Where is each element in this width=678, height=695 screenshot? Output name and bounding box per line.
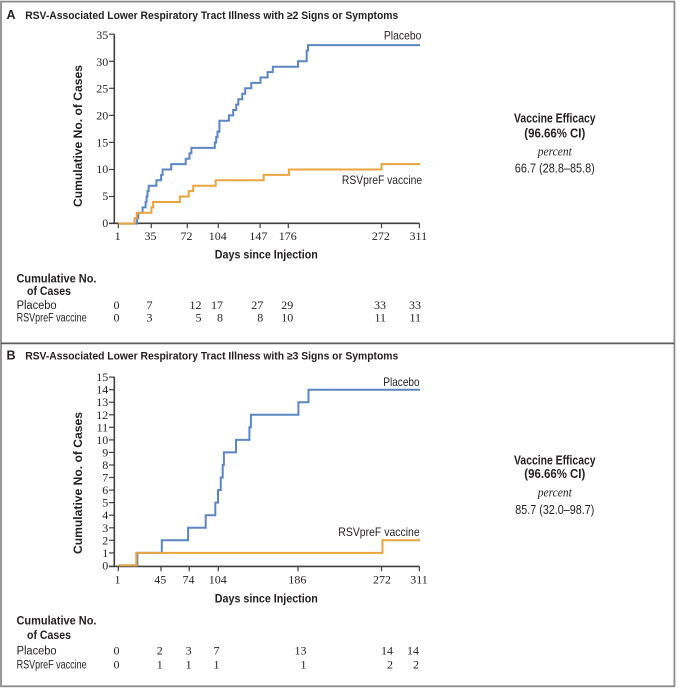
svg-text:104: 104 xyxy=(209,229,227,243)
svg-text:of Cases: of Cases xyxy=(27,630,71,642)
svg-text:percent: percent xyxy=(537,144,572,158)
svg-text:8: 8 xyxy=(102,458,108,472)
svg-text:186: 186 xyxy=(288,573,306,587)
svg-text:9: 9 xyxy=(102,445,108,459)
svg-text:Cumulative No.: Cumulative No. xyxy=(17,616,97,628)
svg-text:of Cases: of Cases xyxy=(27,286,71,298)
svg-text:0: 0 xyxy=(102,216,108,230)
svg-text:85.7 (32.0–98.7): 85.7 (32.0–98.7) xyxy=(515,503,594,517)
svg-text:29: 29 xyxy=(281,298,293,312)
svg-text:11: 11 xyxy=(97,420,109,434)
svg-text:0: 0 xyxy=(114,643,120,657)
svg-text:311: 311 xyxy=(410,229,428,243)
svg-text:13: 13 xyxy=(295,643,307,657)
svg-text:0: 0 xyxy=(114,657,120,671)
svg-text:percent: percent xyxy=(537,486,572,500)
svg-text:104: 104 xyxy=(209,573,227,587)
svg-text:3: 3 xyxy=(102,521,108,535)
svg-text:Placebo: Placebo xyxy=(17,645,57,657)
svg-text:RSVpreF vaccine: RSVpreF vaccine xyxy=(338,525,420,539)
svg-text:A: A xyxy=(7,8,16,22)
svg-text:15: 15 xyxy=(96,135,108,149)
svg-text:25: 25 xyxy=(96,82,108,96)
svg-text:33: 33 xyxy=(374,298,386,312)
svg-text:11: 11 xyxy=(374,311,386,325)
svg-text:272: 272 xyxy=(373,573,391,587)
svg-text:RSV-Associated Lower Respirato: RSV-Associated Lower Respiratory Tract I… xyxy=(25,351,398,363)
svg-text:13: 13 xyxy=(96,395,108,409)
svg-text:20: 20 xyxy=(96,109,108,123)
svg-text:4: 4 xyxy=(102,508,108,522)
svg-text:1: 1 xyxy=(186,657,192,671)
svg-text:(96.66% CI): (96.66% CI) xyxy=(524,126,585,141)
svg-text:27: 27 xyxy=(251,298,263,312)
svg-text:15: 15 xyxy=(96,370,108,384)
svg-text:147: 147 xyxy=(249,229,267,243)
svg-text:33: 33 xyxy=(409,298,421,312)
svg-text:7: 7 xyxy=(147,298,153,312)
svg-text:Cumulative No. of Cases: Cumulative No. of Cases xyxy=(71,65,85,207)
svg-text:10: 10 xyxy=(281,311,293,325)
svg-text:17: 17 xyxy=(211,298,223,312)
svg-text:Days since Injection: Days since Injection xyxy=(215,247,318,261)
svg-text:66.7 (28.8–85.8): 66.7 (28.8–85.8) xyxy=(515,161,595,175)
svg-text:8: 8 xyxy=(217,311,223,325)
svg-text:1: 1 xyxy=(115,229,121,243)
svg-text:RSVpreF vaccine: RSVpreF vaccine xyxy=(342,173,422,187)
svg-text:Vaccine Efficacy: Vaccine Efficacy xyxy=(514,111,596,126)
svg-text:74: 74 xyxy=(183,573,195,587)
svg-text:3: 3 xyxy=(147,311,153,325)
svg-text:6: 6 xyxy=(102,483,108,497)
svg-text:7: 7 xyxy=(214,643,220,657)
svg-text:311: 311 xyxy=(410,573,428,587)
svg-text:35: 35 xyxy=(96,28,108,42)
svg-text:B: B xyxy=(7,349,16,363)
svg-text:2: 2 xyxy=(102,533,108,547)
svg-text:2: 2 xyxy=(387,657,393,671)
svg-text:10: 10 xyxy=(96,433,108,447)
svg-text:5: 5 xyxy=(102,189,108,203)
svg-text:1: 1 xyxy=(115,573,121,587)
svg-text:Vaccine Efficacy: Vaccine Efficacy xyxy=(514,453,596,468)
svg-text:8: 8 xyxy=(257,311,263,325)
svg-text:176: 176 xyxy=(279,229,297,243)
svg-text:Cumulative No. of Cases: Cumulative No. of Cases xyxy=(71,412,85,554)
svg-text:272: 272 xyxy=(372,229,390,243)
svg-text:72: 72 xyxy=(181,229,193,243)
svg-text:45: 45 xyxy=(154,573,166,587)
svg-text:12: 12 xyxy=(96,408,108,422)
svg-text:1: 1 xyxy=(214,657,220,671)
svg-text:2: 2 xyxy=(157,643,163,657)
svg-text:3: 3 xyxy=(186,643,192,657)
svg-text:1: 1 xyxy=(301,657,307,671)
svg-text:Placebo: Placebo xyxy=(17,300,57,312)
svg-text:0: 0 xyxy=(114,311,120,325)
svg-text:35: 35 xyxy=(145,229,157,243)
svg-text:0: 0 xyxy=(102,558,108,572)
svg-text:14: 14 xyxy=(96,383,108,397)
svg-text:1: 1 xyxy=(102,546,108,560)
svg-text:10: 10 xyxy=(96,162,108,176)
svg-text:11: 11 xyxy=(409,311,421,325)
svg-text:Placebo: Placebo xyxy=(384,29,422,43)
svg-text:12: 12 xyxy=(190,298,202,312)
svg-text:Cumulative No.: Cumulative No. xyxy=(17,274,97,286)
svg-text:5: 5 xyxy=(102,496,108,510)
svg-text:14: 14 xyxy=(407,643,419,657)
svg-text:0: 0 xyxy=(114,298,120,312)
svg-text:5: 5 xyxy=(196,311,202,325)
svg-text:Days since Injection: Days since Injection xyxy=(215,592,318,606)
svg-text:(96.66% CI): (96.66% CI) xyxy=(524,466,585,481)
svg-text:30: 30 xyxy=(96,55,108,69)
svg-text:2: 2 xyxy=(413,657,419,671)
svg-text:RSVpreF vaccine: RSVpreF vaccine xyxy=(17,313,87,325)
svg-text:RSV-Associated Lower Respirato: RSV-Associated Lower Respiratory Tract I… xyxy=(25,10,398,22)
svg-text:7: 7 xyxy=(102,471,108,485)
svg-text:14: 14 xyxy=(381,643,393,657)
svg-text:Placebo: Placebo xyxy=(383,375,420,389)
svg-text:1: 1 xyxy=(157,657,163,671)
svg-text:RSVpreF vaccine: RSVpreF vaccine xyxy=(17,659,87,671)
